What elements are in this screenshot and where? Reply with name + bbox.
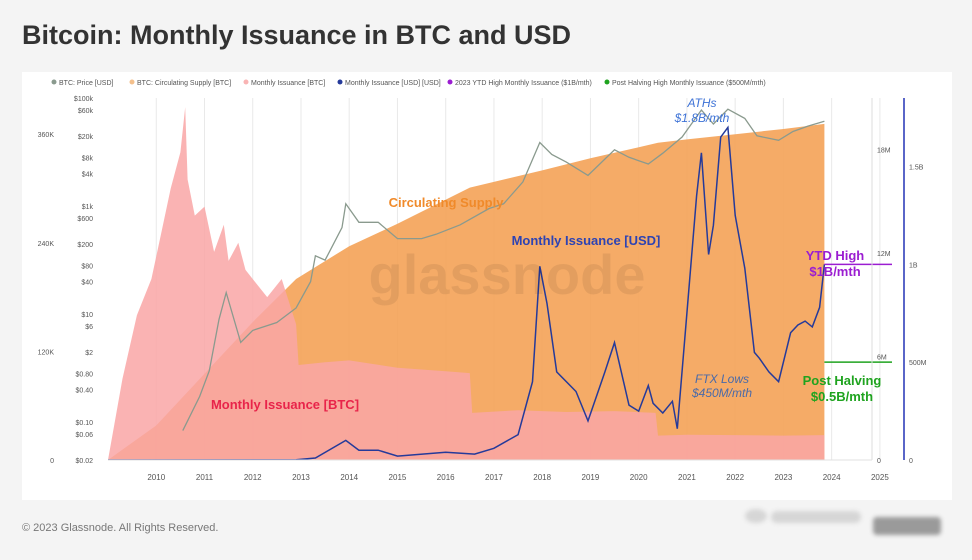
issuance-btc-tick-label: 240K xyxy=(38,241,55,248)
x-tick-label: 2012 xyxy=(244,473,262,482)
x-tick-label: 2025 xyxy=(871,473,889,482)
series-layer xyxy=(108,107,826,460)
legend-swatch xyxy=(51,79,57,85)
x-tick-label: 2011 xyxy=(196,473,214,482)
annotation-ftx-title: FTX Lows xyxy=(695,372,749,386)
x-tick-label: 2017 xyxy=(485,473,503,482)
x-tick-label: 2023 xyxy=(774,473,792,482)
annotation-issuance-usd: Monthly Issuance [USD] xyxy=(512,233,661,248)
supply-tick-label: 18M xyxy=(877,148,891,155)
price-tick-label: $0.10 xyxy=(75,420,93,427)
supply-tick-label: 12M xyxy=(877,251,891,258)
chart-card: BTC: Price [USD] BTC: Circulating Supply … xyxy=(22,72,952,500)
x-tick-label: 2022 xyxy=(726,473,744,482)
price-tick-label: $20k xyxy=(78,134,94,141)
issuance-usd-line xyxy=(108,125,826,460)
x-tick-label: 2013 xyxy=(292,473,310,482)
legend: BTC: Price [USD] BTC: Circulating Supply … xyxy=(51,79,766,87)
copyright-notice: © 2023 Glassnode. All Rights Reserved. xyxy=(22,522,219,534)
legend-label: BTC: Price [USD] xyxy=(59,80,114,87)
price-tick-label: $4k xyxy=(82,172,94,179)
price-tick-label: $100k xyxy=(74,96,94,103)
reference-lines xyxy=(824,263,892,363)
issuance-chart: BTC: Price [USD] BTC: Circulating Supply … xyxy=(38,79,927,482)
price-tick-label: $0.02 xyxy=(75,458,93,465)
page-title: Bitcoin: Monthly Issuance in BTC and USD xyxy=(22,20,572,50)
supply-tick-label: 0 xyxy=(877,458,881,465)
annotation-ftx-value: $450M/mth xyxy=(691,386,752,400)
annotation-issuance-btc: Monthly Issuance [BTC] xyxy=(211,397,359,412)
legend-swatch xyxy=(604,79,610,85)
x-tick-label: 2014 xyxy=(340,473,358,482)
issuance-usd-tick-label: 1B xyxy=(909,262,918,269)
annotation-aths-title: ATHs xyxy=(686,96,716,110)
price-tick-label: $0.80 xyxy=(75,371,93,378)
axes: 2010 2011 2012 2013 2014 2015 2016 2017 2018 2019… xyxy=(38,96,927,482)
price-tick-label: $2 xyxy=(85,350,93,357)
issuance-btc-tick-label: 360K xyxy=(38,132,55,139)
legend-swatch xyxy=(337,79,343,85)
price-tick-label: $1k xyxy=(82,204,94,211)
price-tick-label: $80 xyxy=(81,263,93,270)
annotations: Circulating Supply Monthly Issuance [USD… xyxy=(211,96,881,412)
annotation-post-halving-title: Post Halving xyxy=(803,373,882,388)
annotation-post-halving-value: $0.5B/mth xyxy=(811,389,873,404)
price-tick-label: $0.40 xyxy=(75,388,93,395)
price-tick-label: $200 xyxy=(77,242,93,249)
legend-swatch xyxy=(447,79,453,85)
x-tick-label: 2020 xyxy=(630,473,648,482)
price-tick-label: $600 xyxy=(77,216,93,223)
annotation-ytd-title: YTD High xyxy=(806,248,865,263)
legend-label: BTC: Circulating Supply [BTC] xyxy=(137,80,231,87)
annotation-circulating-supply: Circulating Supply xyxy=(389,195,505,210)
x-tick-label: 2019 xyxy=(582,473,600,482)
price-tick-label: $10 xyxy=(81,312,93,319)
price-tick-label: $60k xyxy=(78,108,94,115)
price-tick-label: $40 xyxy=(81,280,93,287)
watermark: glassnode xyxy=(369,243,646,306)
btc-price-line xyxy=(182,108,825,431)
issuance-usd-tick-label: 1.5B xyxy=(909,164,924,171)
legend-label: 2023 YTD High Monthly Issuance ($1B/mth) xyxy=(455,80,592,87)
x-tick-label: 2016 xyxy=(437,473,455,482)
x-tick-label: 2010 xyxy=(147,473,165,482)
legend-swatch xyxy=(129,79,135,85)
x-tick-label: 2021 xyxy=(678,473,696,482)
blurred-watermark xyxy=(745,505,945,541)
issuance-usd-tick-label: 500M xyxy=(909,360,927,367)
x-tick-label: 2018 xyxy=(533,473,551,482)
legend-label: Post Halving High Monthly Issuance ($500… xyxy=(612,80,766,87)
legend-swatch xyxy=(243,79,249,85)
price-tick-label: $6 xyxy=(85,324,93,331)
issuance-btc-tick-label: 120K xyxy=(38,349,55,356)
legend-label: Monthly Issuance [USD] [USD] xyxy=(345,80,441,87)
supply-tick-label: 6M xyxy=(877,355,887,362)
x-tick-label: 2015 xyxy=(389,473,407,482)
issuance-btc-tick-label: 0 xyxy=(50,458,54,465)
issuance-btc-area xyxy=(108,107,825,460)
annotation-aths-value: $1.8B/mth xyxy=(674,111,730,125)
legend-label: Monthly Issuance [BTC] xyxy=(251,80,325,87)
watermark-text: glassnode xyxy=(369,243,646,306)
x-tick-label: 2024 xyxy=(823,473,841,482)
price-tick-label: $8k xyxy=(82,155,94,162)
price-tick-label: $0.06 xyxy=(75,432,93,439)
issuance-usd-tick-label: 0 xyxy=(909,458,913,465)
annotation-ytd-value: $1B/mth xyxy=(809,264,860,279)
